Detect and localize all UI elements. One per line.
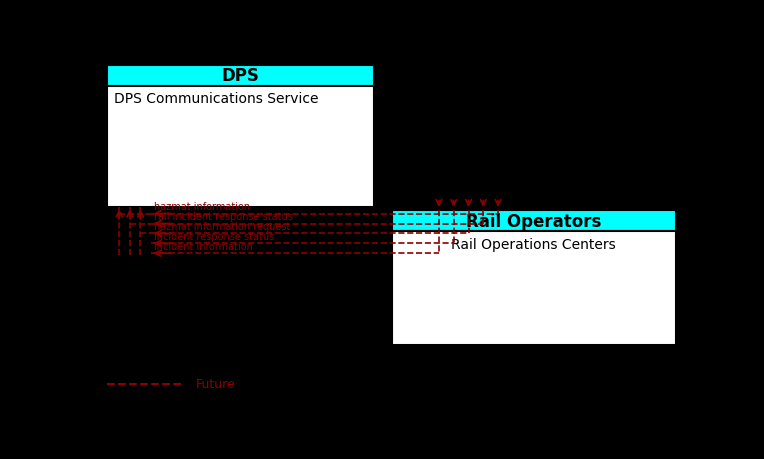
- Text: hazmat information: hazmat information: [154, 202, 250, 212]
- Text: hazmat information request: hazmat information request: [154, 221, 290, 231]
- Text: Future: Future: [196, 377, 236, 390]
- Text: incident information: incident information: [154, 241, 252, 251]
- FancyBboxPatch shape: [392, 232, 676, 345]
- Text: Rail Operations Centers: Rail Operations Centers: [452, 237, 616, 251]
- FancyBboxPatch shape: [107, 87, 374, 207]
- Text: incident response status: incident response status: [154, 231, 274, 241]
- Text: Rail Operators: Rail Operators: [466, 212, 601, 230]
- Text: rail incident response status: rail incident response status: [154, 212, 293, 222]
- Text: DPS Communications Service: DPS Communications Service: [115, 92, 319, 106]
- FancyBboxPatch shape: [107, 66, 374, 87]
- FancyBboxPatch shape: [392, 211, 676, 232]
- Text: DPS: DPS: [222, 67, 260, 85]
